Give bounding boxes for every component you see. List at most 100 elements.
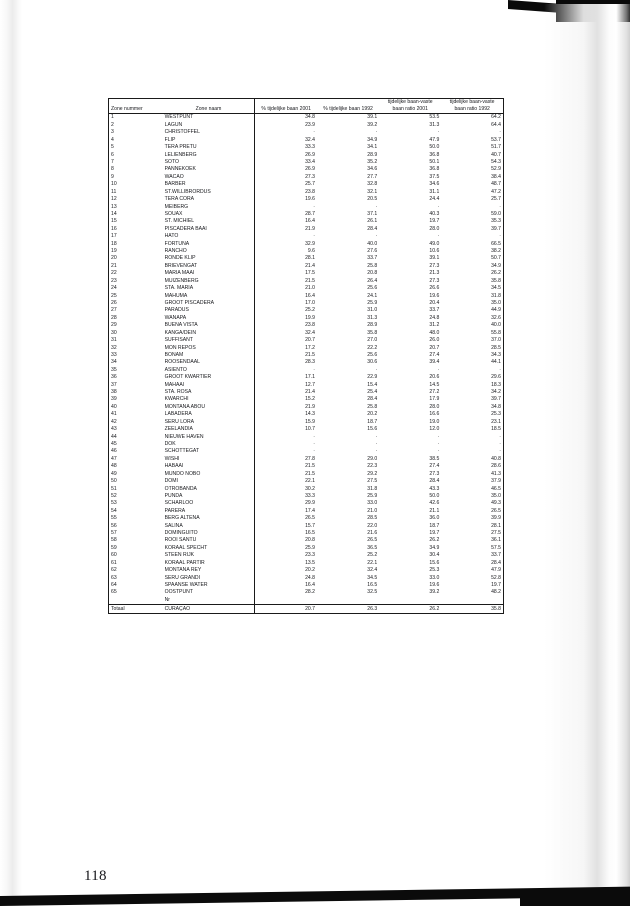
cell-zone-nummer: 36	[111, 374, 117, 381]
cell-zone-nummer: 42	[111, 418, 117, 425]
cell-zone-naam: STA. MARIA	[164, 285, 194, 292]
table-row: 37 MAHAAI 12.7 15.4 14.5 18.3	[109, 381, 504, 390]
cell-ratio-2001: ·	[437, 366, 440, 373]
cell-zone-nummer: 59	[111, 544, 117, 551]
cell-ratio-1992: 35.3	[491, 218, 501, 225]
cell-pct-temp-1992: 35.2	[367, 158, 378, 165]
table-row: 18 FORTUNA 32.9 40.0 49.0 66.5	[109, 240, 504, 249]
cell-zone-nummer: 23	[111, 277, 117, 284]
cell-ratio-2001: 42.6	[429, 500, 440, 507]
cell-pct-temp-1992: 25.4	[367, 389, 378, 396]
cell-ratio-2001: 18.7	[429, 522, 440, 529]
cell-zone-naam: BARBER	[164, 181, 186, 188]
cell-pct-temp-2001: 33.3	[254, 144, 317, 152]
table-row: 39 KWARCHI 15.2 28.4 17.9 39.7	[109, 396, 504, 404]
table-row: 57 DOMINGUITO 16.5 21.6 19.7 27.5	[109, 530, 504, 538]
cell-zone-naam: SPAANSE WATER	[164, 582, 208, 589]
cell-zone-nummer: 11	[111, 188, 117, 195]
cell-ratio-1992: 40.7	[491, 151, 501, 158]
cell-zone-nummer: 24	[111, 285, 117, 292]
table-row: 3 CHRISTOFFEL · · · ·	[109, 129, 504, 137]
cell-ratio-1992: 25.3	[491, 411, 501, 418]
cell-zone-nummer: 22	[111, 270, 117, 277]
cell-ratio-1992: 34.5	[491, 285, 501, 292]
cell-zone-nummer: 27	[111, 307, 117, 314]
cell-ratio-2001: 27.4	[429, 463, 440, 470]
cell-ratio-2001: ·	[437, 448, 440, 455]
cell-zone-naam: RONDE KLIP	[164, 255, 196, 262]
cell-pct-temp-1992: 29.2	[367, 470, 378, 477]
cell-ratio-2001: 27.3	[429, 470, 440, 477]
cell-zone-naam: HABAAI	[164, 463, 184, 470]
table-row: 49 MUNDO NOBO 21.5 29.2 27.3 41.3	[109, 470, 504, 479]
cell-pct-temp-2001: ·	[254, 441, 317, 449]
cell-zone-naam: SCHOTTEGAT	[164, 448, 200, 455]
cell-pct-temp-2001: 21.9	[254, 225, 317, 234]
cell-pct-temp-2001: 28.7	[254, 210, 317, 219]
cell-zone-naam: BONAM	[164, 351, 184, 358]
cell-ratio-1992: 23.1	[491, 418, 501, 425]
table-row: 6 LELIENBERG 26.9 28.9 36.8 40.7	[109, 151, 504, 159]
cell-pct-temp-2001: 10.7	[254, 426, 317, 434]
cell-zone-naam: NIEUWE HAVEN	[164, 433, 204, 440]
cell-zone-nummer: 21	[111, 262, 117, 269]
cell-zone-nummer: 58	[111, 537, 117, 544]
cell-ratio-1992: 39.7	[491, 396, 501, 403]
cell-pct-temp-1992: 40.0	[367, 240, 378, 247]
cell-zone-naam: CHRISTOFFEL	[164, 129, 200, 136]
column-header-pct-temp-1992: % tijdelijke baan 1992	[317, 98, 380, 115]
cell-ratio-2001: ·	[437, 441, 440, 447]
cell-ratio-1992: 47.2	[491, 188, 501, 195]
cell-zone-naam: WISHI	[164, 455, 180, 462]
cell-zone-naam: ASIENTO	[164, 366, 187, 373]
table-row: 31 SUFFISANT 20.7 27.0 26.0 37.0	[109, 337, 504, 345]
cell-ratio-2001: 34.9	[429, 544, 440, 551]
cell-pct-temp-2001: 27.8	[254, 455, 317, 464]
cell-pct-temp-1992: 33.7	[367, 255, 378, 262]
cell-pct-temp-2001: 23.8	[254, 188, 317, 197]
table-row: 52 PUNDA 33.3 25.9 50.0 35.0	[109, 492, 504, 501]
cell-pct-temp-1992: 29.0	[367, 455, 378, 462]
cell-pct-temp-2001: 20.8	[254, 537, 317, 545]
cell-pct-temp-2001: 15.9	[254, 418, 317, 427]
cell-zone-nummer: 14	[111, 210, 117, 217]
cell-zone-naam: Nr	[164, 596, 170, 603]
cell-pct-temp-2001: 16.4	[254, 218, 317, 226]
cell-zone-nummer: 61	[111, 559, 117, 566]
cell-ratio-1992: 41.3	[491, 470, 501, 477]
table-row: 35 ASIENTO · · · ·	[109, 366, 504, 375]
column-header-ratio-2001-line2: baan ratio 2001	[392, 105, 428, 112]
cell-zone-naam: STEEN RIJK	[164, 552, 195, 559]
cell-pct-temp-2001: 32.9	[254, 240, 317, 249]
cell-zone-naam: MAHAAI	[164, 381, 185, 388]
cell-pct-temp-1992: 30.6	[367, 359, 378, 366]
cell-zone-naam: KANGA/DEIN	[164, 329, 197, 336]
table-row: 41 LABADERA 14.3 20.2 16.6 25.3	[109, 411, 504, 419]
cell-ratio-1992: 28.4	[491, 559, 501, 566]
cell-ratio-2001: 20.4	[429, 299, 440, 306]
table-row: 28 WANAPA 19.9 31.3 24.8 32.6	[109, 314, 504, 323]
cell-zone-nummer: 17	[111, 233, 117, 240]
cell-zone-naam: DOMINGUITO	[164, 530, 198, 537]
table-row: 26 GROOT PISCADERA 17.0 25.9 20.4 35.0	[109, 299, 504, 308]
column-header-ratio-1992-line1: tijdelijke baan-vaste	[449, 99, 495, 105]
cell-pct-temp-1992: ·	[375, 448, 378, 455]
cell-ratio-1992: 34.3	[491, 351, 501, 358]
cell-ratio-1992: ·	[499, 366, 501, 373]
cell-pct-temp-1992: 25.2	[367, 552, 378, 559]
cell-ratio-1992: 64.2	[491, 114, 501, 121]
table-row: 17 HATO · · · ·	[109, 233, 504, 241]
cell-pct-temp-2001: 20.7	[254, 337, 317, 345]
cell-zone-nummer: 37	[111, 381, 117, 388]
cell-total-ratio-2001: 26.2	[379, 604, 442, 614]
cell-pct-temp-2001: 14.3	[254, 411, 317, 419]
cell-pct-temp-1992: ·	[375, 366, 378, 373]
cell-ratio-2001: 16.6	[429, 411, 440, 418]
cell-ratio-1992: 49.3	[491, 500, 501, 507]
cell-zone-nummer: 43	[111, 426, 117, 433]
cell-ratio-1992: ·	[499, 233, 501, 240]
cell-zone-nummer: 6	[111, 151, 114, 158]
cell-ratio-1992: 26.5	[491, 507, 501, 514]
table-row: 55 BERG ALTENA 26.5 28.5 36.0 39.9	[109, 515, 504, 523]
cell-pct-temp-1992: 34.5	[367, 574, 378, 581]
